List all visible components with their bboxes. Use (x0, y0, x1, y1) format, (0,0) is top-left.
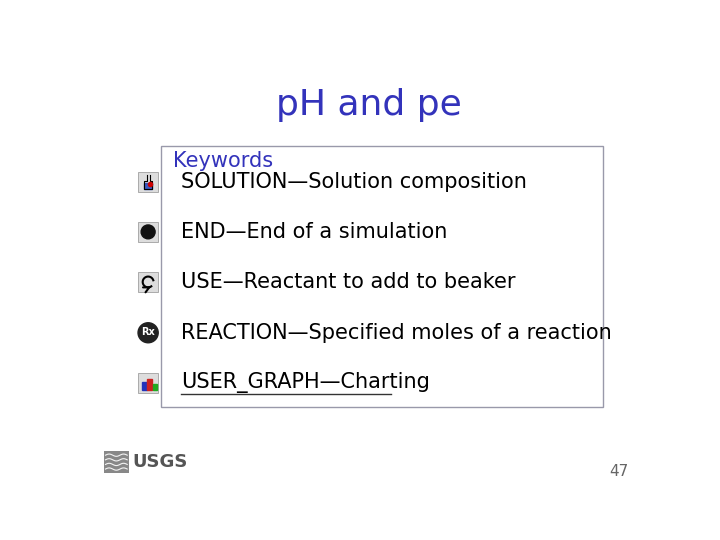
Bar (153, 383, 158, 390)
FancyBboxPatch shape (138, 172, 158, 192)
Text: REACTION—Specified moles of a reaction: REACTION—Specified moles of a reaction (181, 323, 612, 343)
FancyBboxPatch shape (161, 146, 603, 408)
Text: 47: 47 (609, 464, 629, 479)
Text: SOLUTION—Solution composition: SOLUTION—Solution composition (181, 172, 527, 192)
FancyBboxPatch shape (138, 222, 158, 242)
Circle shape (138, 323, 158, 343)
Text: USER_GRAPH—Charting: USER_GRAPH—Charting (181, 372, 431, 393)
Bar (148, 379, 152, 390)
Text: Rx: Rx (141, 327, 155, 337)
Text: USE—Reactant to add to beaker: USE—Reactant to add to beaker (181, 272, 516, 292)
Text: pH and pe: pH and pe (276, 88, 462, 122)
FancyBboxPatch shape (138, 272, 158, 292)
Polygon shape (144, 183, 152, 189)
FancyBboxPatch shape (138, 373, 158, 393)
Text: Keywords: Keywords (173, 151, 273, 171)
Circle shape (141, 225, 155, 239)
Text: USGS: USGS (132, 453, 188, 471)
Text: END—End of a simulation: END—End of a simulation (181, 222, 448, 242)
FancyBboxPatch shape (104, 451, 129, 473)
Bar (142, 382, 147, 390)
